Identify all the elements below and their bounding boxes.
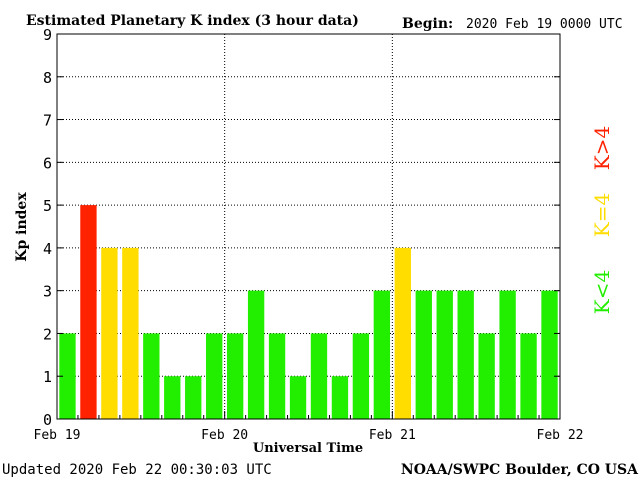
x-tick-label: Feb 20 [201, 428, 248, 443]
y-tick-label: 9 [43, 26, 52, 44]
y-axis-label: Kp index [14, 192, 30, 262]
kp-bar [247, 290, 265, 419]
y-tick-label: 1 [43, 368, 52, 386]
legend-low: K<4 [590, 270, 614, 314]
chart-title: Estimated Planetary K index (3 hour data… [26, 13, 359, 29]
kp-bar [164, 376, 181, 419]
kp-bar [310, 333, 328, 419]
y-tick-label: 5 [43, 197, 52, 215]
kp-bar [122, 247, 139, 419]
x-tick-label: Feb 21 [369, 428, 416, 443]
bars [59, 205, 558, 419]
begin-label: Begin: [402, 16, 453, 32]
kp-bar [436, 290, 453, 419]
kp-bar [289, 376, 307, 419]
x-tick-label: Feb 22 [537, 428, 584, 443]
kp-bar [478, 333, 495, 419]
kp-bar [80, 205, 97, 419]
kp-bar [457, 290, 474, 419]
kp-bar [394, 247, 411, 419]
kp-bar [101, 247, 118, 419]
x-axis-label: Universal Time [253, 441, 363, 456]
kp-bar [143, 333, 160, 419]
begin-value: 2020 Feb 19 0000 UTC [466, 17, 623, 32]
grid-lines [57, 34, 560, 419]
kp-bar [59, 333, 76, 419]
kp-bar [226, 333, 244, 419]
legend-mid: K=4 [590, 193, 614, 237]
x-tick-label: Feb 19 [34, 428, 81, 443]
y-tick-label: 0 [43, 411, 52, 429]
kp-bar [268, 333, 286, 419]
legend-high: K>4 [590, 126, 614, 170]
axis-ticks: 0 1 2 3 4 5 6 7 8 9 Feb 19 Feb 20 Feb 21 Feb 22 [34, 26, 584, 443]
kp-bar [373, 290, 391, 419]
y-tick-label: 8 [43, 69, 52, 87]
updated-text: Updated 2020 Feb 22 00:30:03 UTC [2, 462, 272, 478]
source-text: NOAA/SWPC Boulder, CO USA [401, 462, 639, 478]
y-tick-label: 2 [43, 325, 52, 343]
kp-bar [206, 333, 223, 419]
kp-bar [499, 290, 516, 419]
kp-bar [331, 376, 349, 419]
y-tick-label: 4 [43, 240, 52, 258]
kp-bar [520, 333, 537, 419]
y-tick-label: 6 [43, 154, 52, 172]
kp-bar [185, 376, 202, 419]
y-tick-label: 7 [43, 112, 52, 130]
kp-bar [541, 290, 558, 419]
kp-bar [415, 290, 432, 419]
y-tick-label: 3 [43, 283, 52, 301]
kp-bar [352, 333, 370, 419]
